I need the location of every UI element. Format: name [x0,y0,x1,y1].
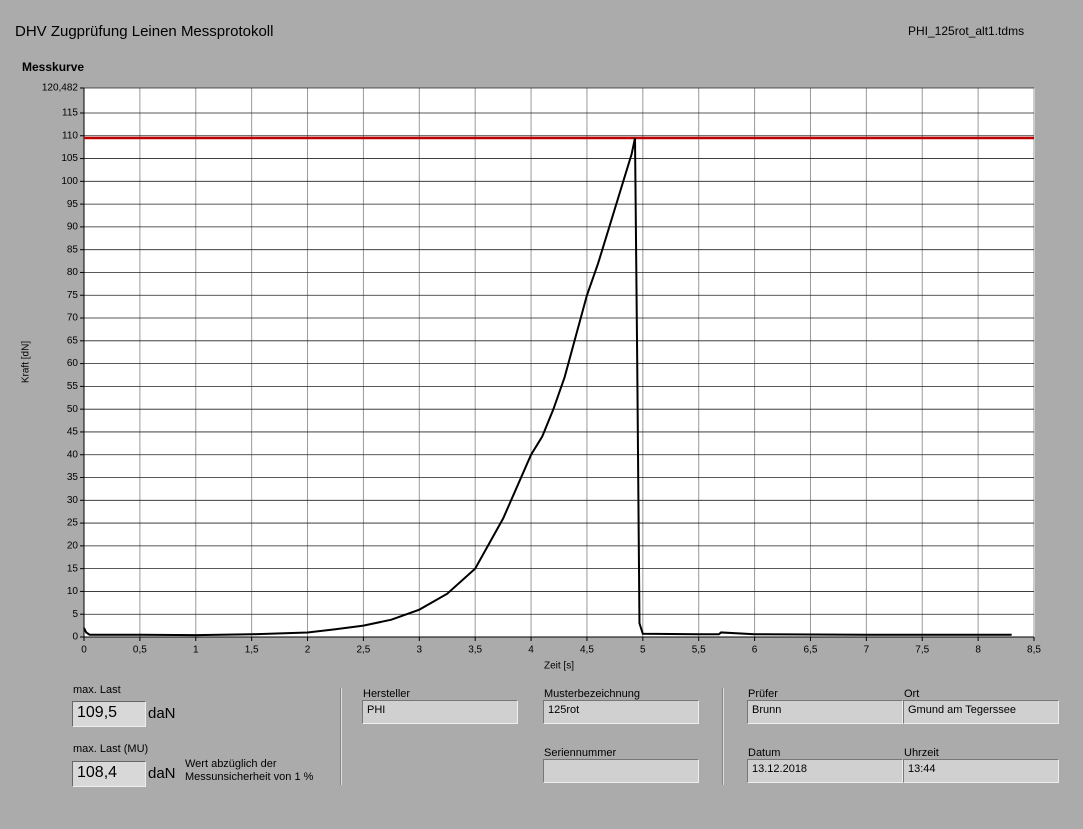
title: DHV Zugprüfung Leinen Messprotokoll [15,23,274,40]
y-tick-label: 85 [67,244,79,255]
max-load-mu-label: max. Last (MU) [73,743,149,755]
y-tick-label: 70 [67,313,79,324]
max-load-mu-unit: daN [148,765,176,782]
y-label: Kraft [dN] [21,341,32,383]
filename: PHI_125rot_alt1.tdms [908,24,1025,38]
note: Wert abzüglich der Messunsicherheit von … [185,758,314,783]
max-load-mu-value: 108,4 [72,761,146,787]
x-tick-label: 5 [640,645,646,656]
y-tick-label: 10 [67,586,79,597]
x-tick-label: 8 [975,645,981,656]
x-tick-label: 4 [528,645,534,656]
x-tick-label: 7,5 [915,645,929,656]
y-tick-label: 65 [67,335,79,346]
y-tick-label: 60 [67,358,79,369]
x-label: Zeit [s] [544,661,574,672]
y-tick-label: 5 [72,609,78,620]
y-tick-label: 105 [61,153,78,164]
y-tick-label: 35 [67,472,79,483]
x-tick-label: 6 [752,645,758,656]
x-tick-label: 5,5 [692,645,706,656]
y-tick-label: 25 [67,518,79,529]
curve [83,137,1012,637]
y-tick-label: 75 [67,290,79,301]
y-tick-label: 115 [62,108,78,119]
field-box: 13:44 [903,759,1059,783]
y-tick-label: 40 [67,449,79,460]
field-box: Gmund am Tegerssee [903,700,1059,724]
y-tick-label: 45 [67,427,79,438]
x-tick-label: 6,5 [804,645,818,656]
y-tick-label: 30 [67,495,79,506]
x-tick-label: 1,5 [245,645,259,656]
max-load-label: max. Last [73,684,121,696]
separator [722,688,724,785]
field-label: Musterbezeichnung [544,688,641,700]
field-box [543,759,699,783]
y-tick-label: 100 [61,176,78,187]
field-label: Uhrzeit [904,747,939,759]
y-tick-label: 90 [67,222,79,233]
x-tick-label: 0,5 [133,645,147,656]
y-tick-label: 55 [67,381,79,392]
field-box: 13.12.2018 [747,759,903,783]
field-box: Brunn [747,700,903,724]
x-tick-label: 0 [81,645,87,656]
x-tick-label: 4,5 [580,645,594,656]
field-label: Ort [904,688,920,700]
x-tick-label: 7 [864,645,870,656]
field-label: Hersteller [363,688,411,700]
max-load-value: 109,5 [72,701,146,727]
x-tick-label: 8,5 [1027,645,1041,656]
x-tick-label: 2,5 [356,645,370,656]
y-tick-label: 95 [67,199,79,210]
field-label: Prüfer [748,688,778,700]
y-tick-label: 0 [72,632,78,643]
plot-area [84,88,1035,637]
y-tick-label: 50 [67,404,79,415]
field-label: Datum [748,747,781,759]
field-box: PHI [362,700,518,724]
y-tick-label: 80 [67,267,79,278]
x-tick-label: 1 [193,645,199,656]
y-tick-label: 110 [62,130,78,141]
y-tick-label: 120,482 [42,83,79,94]
x-tick-label: 3 [417,645,423,656]
separator [340,688,342,785]
x-tick-label: 2 [305,645,311,656]
x-tick-label: 3,5 [468,645,482,656]
y-tick-label: 15 [67,563,79,574]
y-tick-label: 20 [67,541,79,552]
max-load-unit: daN [148,705,176,722]
field-label: Seriennummer [544,747,617,759]
field-box: 125rot [543,700,699,724]
chart-title: Messkurve [22,60,84,74]
